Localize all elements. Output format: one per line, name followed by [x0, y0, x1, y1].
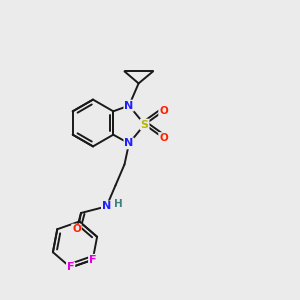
Text: F: F — [89, 255, 97, 265]
Text: O: O — [159, 106, 168, 116]
Text: H: H — [114, 199, 123, 209]
Text: F: F — [67, 262, 74, 272]
Text: O: O — [72, 224, 81, 235]
Text: S: S — [141, 119, 148, 130]
Text: N: N — [124, 100, 134, 111]
Text: N: N — [124, 138, 134, 148]
Text: N: N — [102, 201, 111, 212]
Text: O: O — [159, 133, 168, 143]
